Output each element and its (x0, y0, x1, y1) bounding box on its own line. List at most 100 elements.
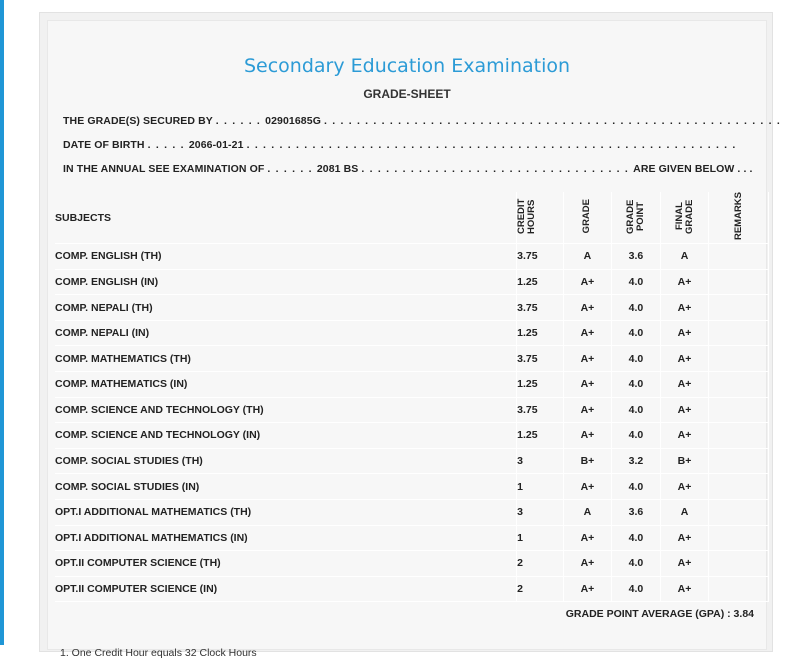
remarks-cell (708, 294, 769, 321)
subject-cell: COMP. MATHEMATICS (TH) (55, 345, 518, 372)
exam-suffix: ARE GIVEN BELOW . . . (633, 163, 753, 175)
subject-cell: OPT.II COMPUTER SCIENCE (IN) (55, 576, 518, 603)
credit-hours-cell: 1 (516, 473, 564, 500)
final-grade-cell: A+ (660, 345, 710, 372)
final-grade-cell: A+ (660, 550, 710, 577)
subject-cell: COMP. SOCIAL STUDIES (IN) (55, 473, 518, 500)
grade-point-cell: 4.0 (611, 576, 661, 603)
table-row: OPT.II COMPUTER SCIENCE (IN) 2 A+ 4.0 A+ (55, 576, 769, 603)
credit-hours-cell: 1.25 (516, 422, 564, 449)
grade-cell: A+ (563, 269, 613, 296)
remarks-cell (708, 243, 769, 270)
credit-hours-cell: 1.25 (516, 320, 564, 347)
table-row: COMP. NEPALI (TH) 3.75 A+ 4.0 A+ (55, 294, 769, 321)
subject-cell: COMP. SOCIAL STUDIES (TH) (55, 448, 518, 475)
table-header-row: SUBJECTS CREDIT HOURS GRADE GRADE POINT … (55, 192, 769, 245)
final-grade-cell: A (660, 243, 710, 270)
grade-point-cell: 4.0 (611, 550, 661, 577)
remarks-cell (708, 320, 769, 347)
grade-cell: A+ (563, 294, 613, 321)
table-row: COMP. ENGLISH (IN) 1.25 A+ 4.0 A+ (55, 269, 769, 296)
grade-cell: A+ (563, 550, 613, 577)
final-grade-cell: A+ (660, 269, 710, 296)
exam-year: 2081 BS (316, 163, 359, 175)
remarks-cell (708, 499, 769, 526)
table-row: OPT.I ADDITIONAL MATHEMATICS (IN) 1 A+ 4.0 A… (55, 525, 769, 552)
footnote: 1. One Credit Hour equals 32 Clock Hours (60, 647, 257, 659)
grade-cell: A+ (563, 473, 613, 500)
final-grade-cell: A+ (660, 397, 710, 424)
remarks-cell (708, 371, 769, 398)
credit-hours-cell: 3.75 (516, 345, 564, 372)
secured-by-label: THE GRADE(S) SECURED BY (63, 115, 213, 127)
grade-point-cell: 4.0 (611, 422, 661, 449)
table-row: COMP. MATHEMATICS (TH) 3.75 A+ 4.0 A+ (55, 345, 769, 372)
remarks-cell (708, 473, 769, 500)
credit-hours-cell: 2 (516, 576, 564, 603)
left-accent-bar (0, 0, 4, 645)
final-grade-cell: A+ (660, 320, 710, 347)
symbol-number: 02901685G (265, 115, 321, 127)
grade-point-cell: 4.0 (611, 397, 661, 424)
remarks-cell (708, 525, 769, 552)
final-grade-cell: A+ (660, 576, 710, 603)
grade-point-cell: 4.0 (611, 320, 661, 347)
grade-cell: A+ (563, 576, 613, 603)
grade-cell: A+ (563, 397, 613, 424)
final-grade-cell: A+ (660, 371, 710, 398)
remarks-cell (708, 269, 769, 296)
remarks-cell (708, 422, 769, 449)
final-grade-cell: A+ (660, 473, 710, 500)
grade-point-cell: 3.6 (611, 243, 661, 270)
header-remarks: REMARKS (708, 192, 769, 245)
final-grade-cell: A+ (660, 422, 710, 449)
dob-label: DATE OF BIRTH (63, 139, 145, 151)
credit-hours-cell: 3.75 (516, 243, 564, 270)
exam-label: IN THE ANNUAL SEE EXAMINATION OF (63, 163, 265, 175)
credit-hours-cell: 3.75 (516, 397, 564, 424)
subject-cell: OPT.I ADDITIONAL MATHEMATICS (TH) (55, 499, 518, 526)
credit-hours-cell: 3 (516, 499, 564, 526)
table-row: OPT.II COMPUTER SCIENCE (TH) 2 A+ 4.0 A+ (55, 550, 769, 577)
grade-point-cell: 4.0 (611, 473, 661, 500)
remarks-cell (708, 576, 769, 603)
table-row: COMP. SCIENCE AND TECHNOLOGY (IN) 1.25 A+ 4… (55, 422, 769, 449)
grade-sheet-panel: Secondary Education Examination GRADE-SH… (39, 12, 780, 659)
subject-cell: COMP. MATHEMATICS (IN) (55, 371, 518, 398)
table-row: COMP. NEPALI (IN) 1.25 A+ 4.0 A+ (55, 320, 769, 347)
grade-point-cell: 3.6 (611, 499, 661, 526)
grade-point-cell: 4.0 (611, 269, 661, 296)
credit-hours-cell: 2 (516, 550, 564, 577)
subject-cell: COMP. SCIENCE AND TECHNOLOGY (TH) (55, 397, 518, 424)
grade-sheet-heading: GRADE-SHEET (363, 87, 451, 101)
credit-hours-cell: 1.25 (516, 371, 564, 398)
final-grade-cell: A (660, 499, 710, 526)
dob-value: 2066-01-21 (188, 139, 244, 151)
subject-cell: COMP. SCIENCE AND TECHNOLOGY (IN) (55, 422, 518, 449)
credit-hours-cell: 1.25 (516, 269, 564, 296)
exam-title: Secondary Education Examination (243, 55, 571, 77)
grade-sheet-inner: Secondary Education Examination GRADE-SH… (47, 20, 780, 659)
table-row: COMP. MATHEMATICS (IN) 1.25 A+ 4.0 A+ (55, 371, 769, 398)
grade-cell: A+ (563, 345, 613, 372)
grade-point-cell: 4.0 (611, 525, 661, 552)
credit-hours-cell: 1 (516, 525, 564, 552)
grade-point-cell: 4.0 (611, 371, 661, 398)
table-row: COMP. SOCIAL STUDIES (IN) 1 A+ 4.0 A+ (55, 473, 769, 500)
dob-line: DATE OF BIRTH . . . . . 2066-01-21 . . .… (63, 139, 737, 151)
grade-cell: A+ (563, 422, 613, 449)
final-grade-cell: B+ (660, 448, 710, 475)
remarks-cell (708, 345, 769, 372)
remarks-cell (708, 448, 769, 475)
exam-line: IN THE ANNUAL SEE EXAMINATION OF . . . .… (63, 163, 753, 175)
grade-cell: B+ (563, 448, 613, 475)
subject-cell: COMP. ENGLISH (TH) (55, 243, 518, 270)
gpa-summary: GRADE POINT AVERAGE (GPA) : 3.84 (565, 608, 754, 620)
table-row: COMP. SCIENCE AND TECHNOLOGY (TH) 3.75 A+ 4… (55, 397, 769, 424)
grade-point-cell: 4.0 (611, 345, 661, 372)
credit-hours-cell: 3.75 (516, 294, 564, 321)
grade-point-cell: 4.0 (611, 294, 661, 321)
remarks-cell (708, 550, 769, 577)
grade-cell: A+ (563, 525, 613, 552)
final-grade-cell: A+ (660, 294, 710, 321)
